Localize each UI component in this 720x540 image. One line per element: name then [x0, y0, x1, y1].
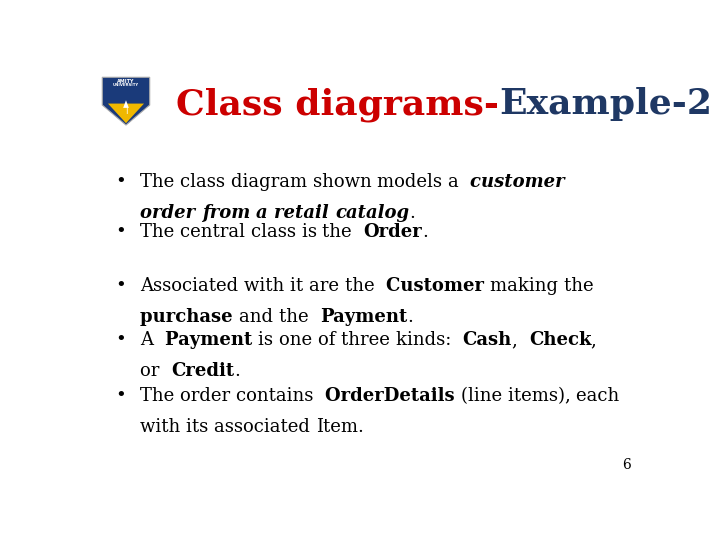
Text: the: the [323, 223, 364, 241]
Text: the: the [279, 308, 320, 326]
Text: •: • [115, 223, 126, 241]
Text: Associated: Associated [140, 277, 244, 295]
Text: 6: 6 [623, 458, 631, 472]
Text: its: its [186, 418, 215, 436]
Text: are: are [309, 277, 345, 295]
Text: contains: contains [236, 387, 325, 405]
Text: Example-2: Example-2 [500, 87, 713, 122]
Text: Payment: Payment [320, 308, 408, 326]
Text: •: • [115, 173, 126, 191]
Text: •: • [115, 387, 126, 405]
Text: is: is [302, 223, 323, 241]
Text: with: with [244, 277, 290, 295]
Polygon shape [123, 100, 129, 108]
Text: .: . [409, 204, 415, 222]
Text: customer: customer [470, 173, 571, 191]
Text: kinds:: kinds: [395, 331, 462, 349]
Text: of: of [318, 331, 341, 349]
Text: Check: Check [529, 331, 591, 349]
Text: one: one [279, 331, 318, 349]
Text: Order: Order [364, 223, 423, 241]
Text: Customer: Customer [386, 277, 490, 295]
Text: Credit: Credit [171, 362, 234, 380]
Text: .: . [408, 308, 413, 326]
Text: a: a [256, 204, 274, 222]
Text: a: a [448, 173, 470, 191]
Text: Payment: Payment [165, 331, 258, 349]
Text: class: class [180, 173, 231, 191]
Text: central: central [180, 223, 251, 241]
Text: A: A [140, 331, 165, 349]
Text: making: making [490, 277, 564, 295]
Text: or: or [140, 362, 171, 380]
Text: the: the [345, 277, 386, 295]
Text: diagram: diagram [231, 173, 313, 191]
Text: from: from [202, 204, 256, 222]
Text: and: and [239, 308, 279, 326]
Text: retail: retail [274, 204, 335, 222]
Text: it: it [290, 277, 309, 295]
Text: items),: items), [508, 387, 576, 405]
Text: is: is [258, 331, 279, 349]
Text: purchase: purchase [140, 308, 239, 326]
Text: AMITY: AMITY [117, 79, 135, 84]
Text: shown: shown [313, 173, 377, 191]
Text: with: with [140, 418, 186, 436]
Text: models: models [377, 173, 448, 191]
Text: each: each [576, 387, 625, 405]
Text: ,: , [591, 331, 603, 349]
Text: .: . [234, 362, 240, 380]
Text: order: order [140, 204, 202, 222]
Text: •: • [115, 331, 126, 349]
Text: Class diagrams-: Class diagrams- [176, 87, 500, 122]
Text: UNIVERSITY: UNIVERSITY [113, 84, 139, 87]
Text: catalog: catalog [335, 204, 409, 222]
Polygon shape [102, 77, 150, 125]
Text: .: . [423, 223, 428, 241]
Text: class: class [251, 223, 302, 241]
Text: Item.: Item. [316, 418, 364, 436]
Text: The: The [140, 223, 180, 241]
Text: associated: associated [215, 418, 316, 436]
Polygon shape [108, 104, 144, 123]
Text: ,: , [512, 331, 529, 349]
Text: |: | [125, 107, 127, 114]
Text: the: the [564, 277, 605, 295]
Text: (line: (line [461, 387, 508, 405]
Text: Cash: Cash [462, 331, 512, 349]
Text: OrderDetails: OrderDetails [325, 387, 461, 405]
Text: The: The [140, 387, 180, 405]
Text: three: three [341, 331, 395, 349]
Text: order: order [180, 387, 236, 405]
Text: The: The [140, 173, 180, 191]
Text: •: • [115, 277, 126, 295]
